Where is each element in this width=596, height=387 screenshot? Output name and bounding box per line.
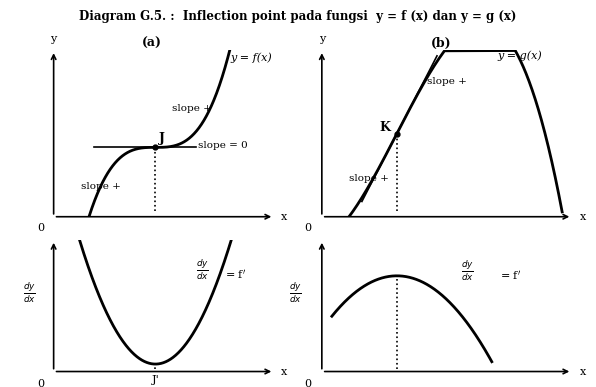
Text: $\frac{dy}{dx}$: $\frac{dy}{dx}$ [289, 281, 302, 305]
Text: J': J' [151, 375, 159, 385]
Text: slope +: slope + [172, 104, 212, 113]
Text: = f$'$: = f$'$ [499, 269, 521, 283]
Text: y = f(x): y = f(x) [230, 53, 272, 63]
Text: 0: 0 [305, 379, 312, 387]
Text: y: y [51, 34, 57, 44]
Text: y = g(x): y = g(x) [497, 50, 542, 61]
Text: 0: 0 [38, 379, 45, 387]
Text: x: x [580, 212, 586, 222]
Text: K: K [380, 121, 390, 134]
Text: slope = 0: slope = 0 [198, 142, 247, 151]
Text: x: x [281, 366, 287, 377]
Text: 0: 0 [38, 223, 45, 233]
Text: slope +: slope + [427, 77, 467, 86]
Text: x: x [281, 212, 287, 222]
Text: Diagram G.5. :  Inflection point pada fungsi  y = f (x) dan y = g (x): Diagram G.5. : Inflection point pada fun… [79, 10, 517, 23]
Text: (b): (b) [431, 37, 451, 50]
Text: = f$'$: = f$'$ [225, 268, 246, 281]
Text: slope +: slope + [81, 182, 120, 191]
Text: (a): (a) [142, 37, 162, 50]
Text: slope +: slope + [349, 174, 389, 183]
Text: x: x [580, 366, 586, 377]
Text: y: y [319, 34, 325, 44]
Text: $\frac{dy}{dx}$: $\frac{dy}{dx}$ [197, 258, 209, 282]
Text: J: J [159, 132, 164, 146]
Text: $\frac{dy}{dx}$: $\frac{dy}{dx}$ [23, 281, 36, 305]
Text: 0: 0 [305, 223, 312, 233]
Text: $\frac{dy}{dx}$: $\frac{dy}{dx}$ [461, 259, 473, 283]
